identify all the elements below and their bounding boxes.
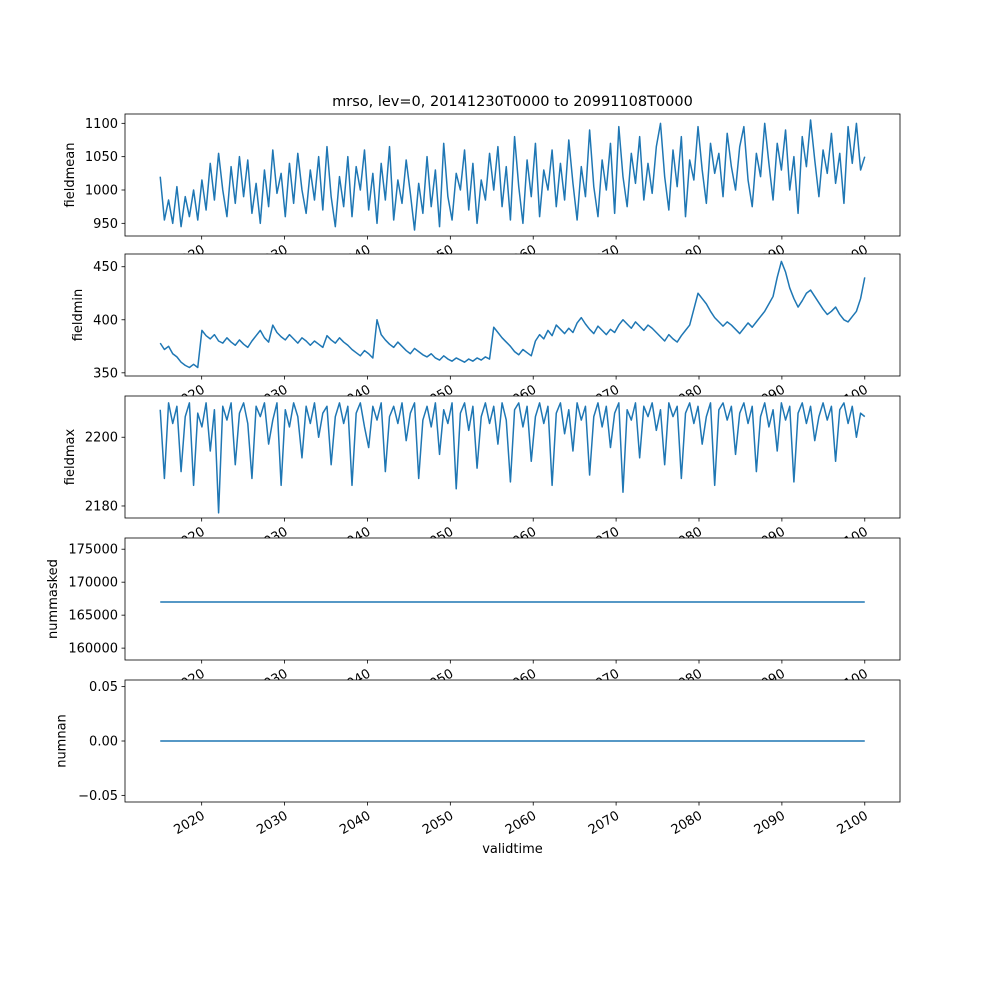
y-tick-label: 165000 — [68, 609, 118, 624]
axes-background — [125, 254, 900, 376]
y-axis-label-numnan: numnan — [55, 714, 70, 768]
y-tick-label: 1050 — [85, 150, 118, 165]
y-axis-label-fieldmax: fieldmax — [63, 429, 78, 486]
series-line-fieldmin — [159, 260, 866, 369]
x-tick-label: 2030 — [254, 808, 290, 838]
y-tick-label: 950 — [93, 217, 118, 232]
y-axis-label-fieldmin: fieldmin — [71, 289, 86, 342]
axes-spines — [124, 537, 901, 661]
subplot-fieldmean: 950100010501100fieldmean2020203020402050… — [63, 113, 901, 272]
x-tick-label: 2040 — [337, 808, 373, 838]
y-tick-label: 0.05 — [89, 680, 118, 695]
axes-spines — [124, 253, 901, 377]
y-tick-label: 350 — [93, 366, 118, 381]
y-axis-label-fieldmean: fieldmean — [63, 143, 78, 208]
y-tick-label: −0.05 — [78, 789, 118, 804]
x-tick-label: 2080 — [669, 808, 705, 838]
x-tick-label: 2020 — [172, 808, 208, 838]
subplot-numnan: −0.05 0.00 0.05 numnan 2020 2030 2040 2050 2060 2… — [55, 679, 901, 838]
axes-spines — [124, 113, 901, 237]
y-tick-label: 450 — [93, 260, 118, 275]
series-line-fieldmean — [159, 119, 866, 231]
x-tick-label: 2050 — [420, 808, 456, 838]
y-tick-label: 400 — [93, 313, 118, 328]
series-line-fieldmax — [159, 402, 866, 514]
x-tick-label: 2090 — [752, 808, 788, 838]
y-axis-label-nummasked: nummasked — [46, 559, 61, 639]
y-tick-label: 1100 — [85, 117, 118, 132]
x-tick-label: 2060 — [503, 808, 539, 838]
y-tick-label: 2200 — [85, 431, 118, 446]
figure-title: mrso, lev=0, 20141230T0000 to 20991108T0… — [332, 94, 693, 110]
y-tick-label: 175000 — [68, 543, 118, 558]
y-tick-label: 2180 — [85, 499, 118, 514]
subplot-fieldmax: 21802200fieldmax202020302040205020602070… — [63, 395, 901, 554]
subplot-fieldmin: 350400450fieldmin20202030204020502060207… — [71, 253, 901, 412]
subplot-nummasked: 160000165000170000175000nummasked2020203… — [46, 537, 901, 696]
y-tick-label: 0.00 — [89, 735, 118, 750]
y-tick-label: 170000 — [68, 576, 118, 591]
x-axis-label: validtime — [482, 842, 543, 857]
y-tick-label: 160000 — [68, 642, 118, 657]
x-tick-label: 2100 — [835, 808, 871, 838]
x-tick-label: 2070 — [586, 808, 622, 838]
y-tick-label: 1000 — [85, 184, 118, 199]
axes-spines — [124, 395, 901, 519]
axes-background — [125, 538, 900, 660]
